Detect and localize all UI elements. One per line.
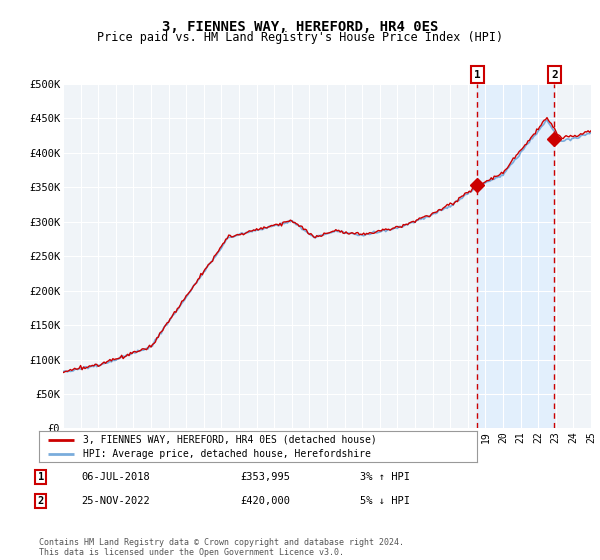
Text: 2: 2	[38, 496, 44, 506]
Text: 1: 1	[38, 472, 44, 482]
Bar	[478, 84, 554, 428]
Text: 2: 2	[551, 69, 558, 80]
Text: £420,000: £420,000	[240, 496, 290, 506]
Text: Contains HM Land Registry data © Crown copyright and database right 2024.
This d: Contains HM Land Registry data © Crown c…	[39, 538, 404, 557]
Text: HPI: Average price, detached house, Herefordshire: HPI: Average price, detached house, Here…	[83, 449, 371, 459]
Text: 1: 1	[474, 69, 481, 80]
Text: £353,995: £353,995	[240, 472, 290, 482]
Text: 3% ↑ HPI: 3% ↑ HPI	[360, 472, 410, 482]
Text: 3, FIENNES WAY, HEREFORD, HR4 0ES (detached house): 3, FIENNES WAY, HEREFORD, HR4 0ES (detac…	[83, 435, 377, 445]
Text: 3, FIENNES WAY, HEREFORD, HR4 0ES: 3, FIENNES WAY, HEREFORD, HR4 0ES	[162, 20, 438, 34]
Text: 06-JUL-2018: 06-JUL-2018	[81, 472, 150, 482]
Text: 5% ↓ HPI: 5% ↓ HPI	[360, 496, 410, 506]
Text: 25-NOV-2022: 25-NOV-2022	[81, 496, 150, 506]
Text: Price paid vs. HM Land Registry's House Price Index (HPI): Price paid vs. HM Land Registry's House …	[97, 31, 503, 44]
